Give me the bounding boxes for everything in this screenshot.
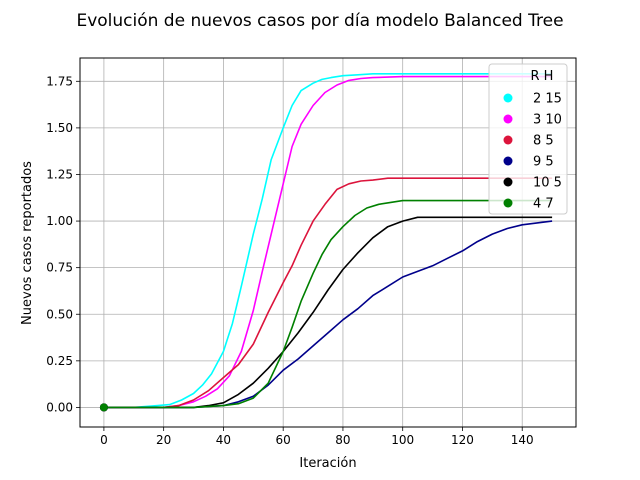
series-line-8-5 xyxy=(103,177,553,409)
x-tick-label: 20 xyxy=(156,433,171,447)
x-tick-label: 80 xyxy=(335,433,350,447)
series-marker-4-7 xyxy=(99,403,108,412)
y-tick-label: 1.25 xyxy=(46,167,73,181)
legend-marker xyxy=(503,177,513,187)
legend-label: 2 15 xyxy=(533,92,562,107)
legend-label: 10 5 xyxy=(533,176,562,191)
legend-entries: 2 15 3 10 8 5 9 5 10 5 4 7 xyxy=(503,92,562,212)
legend-label: 8 5 xyxy=(533,134,554,149)
legend-label: 3 10 xyxy=(533,113,562,128)
series-line-10-5 xyxy=(103,216,553,409)
x-tick-label: 140 xyxy=(511,433,534,447)
x-tick-label: 60 xyxy=(276,433,291,447)
y-axis-label: Nuevos casos reportados xyxy=(20,161,35,325)
x-tick-label: 100 xyxy=(391,433,414,447)
x-axis-label: Iteración xyxy=(299,456,356,471)
series-line-3-10 xyxy=(103,75,553,409)
legend-marker xyxy=(503,198,513,208)
series-lines xyxy=(99,73,553,412)
legend-label: 4 7 xyxy=(533,197,554,212)
legend-marker xyxy=(503,114,513,124)
series-line-4-7 xyxy=(103,199,553,409)
y-tick-label: 1.75 xyxy=(46,74,73,88)
chart-title: Evolución de nuevos casos por día modelo… xyxy=(76,11,563,31)
x-tick-label: 120 xyxy=(451,433,474,447)
x-tick-label: 0 xyxy=(100,433,108,447)
legend-label: 9 5 xyxy=(533,155,554,170)
y-tick-label: 0.00 xyxy=(46,400,73,414)
series-line-2-15 xyxy=(103,73,553,409)
legend-marker xyxy=(503,93,513,103)
y-tick-label: 0.25 xyxy=(46,354,73,368)
legend-title: R H xyxy=(531,69,554,84)
y-tick-label: 0.75 xyxy=(46,261,73,275)
y-tick-label: 0.50 xyxy=(46,307,73,321)
y-tick-label: 1.00 xyxy=(46,214,73,228)
legend: R H 2 15 3 10 8 5 9 5 10 5 4 7 xyxy=(488,63,568,215)
plot-frame xyxy=(79,57,577,428)
legend-marker xyxy=(503,135,513,145)
axis-ticks: 0 20 40 60 80 100 120 140 0.00 0.25 0.50 0.75 1.00 1.… xyxy=(46,74,533,447)
legend-marker xyxy=(503,156,513,166)
series-line-9-5 xyxy=(103,220,553,409)
y-tick-label: 1.50 xyxy=(46,121,73,135)
legend-box xyxy=(488,63,568,215)
x-tick-label: 40 xyxy=(216,433,231,447)
